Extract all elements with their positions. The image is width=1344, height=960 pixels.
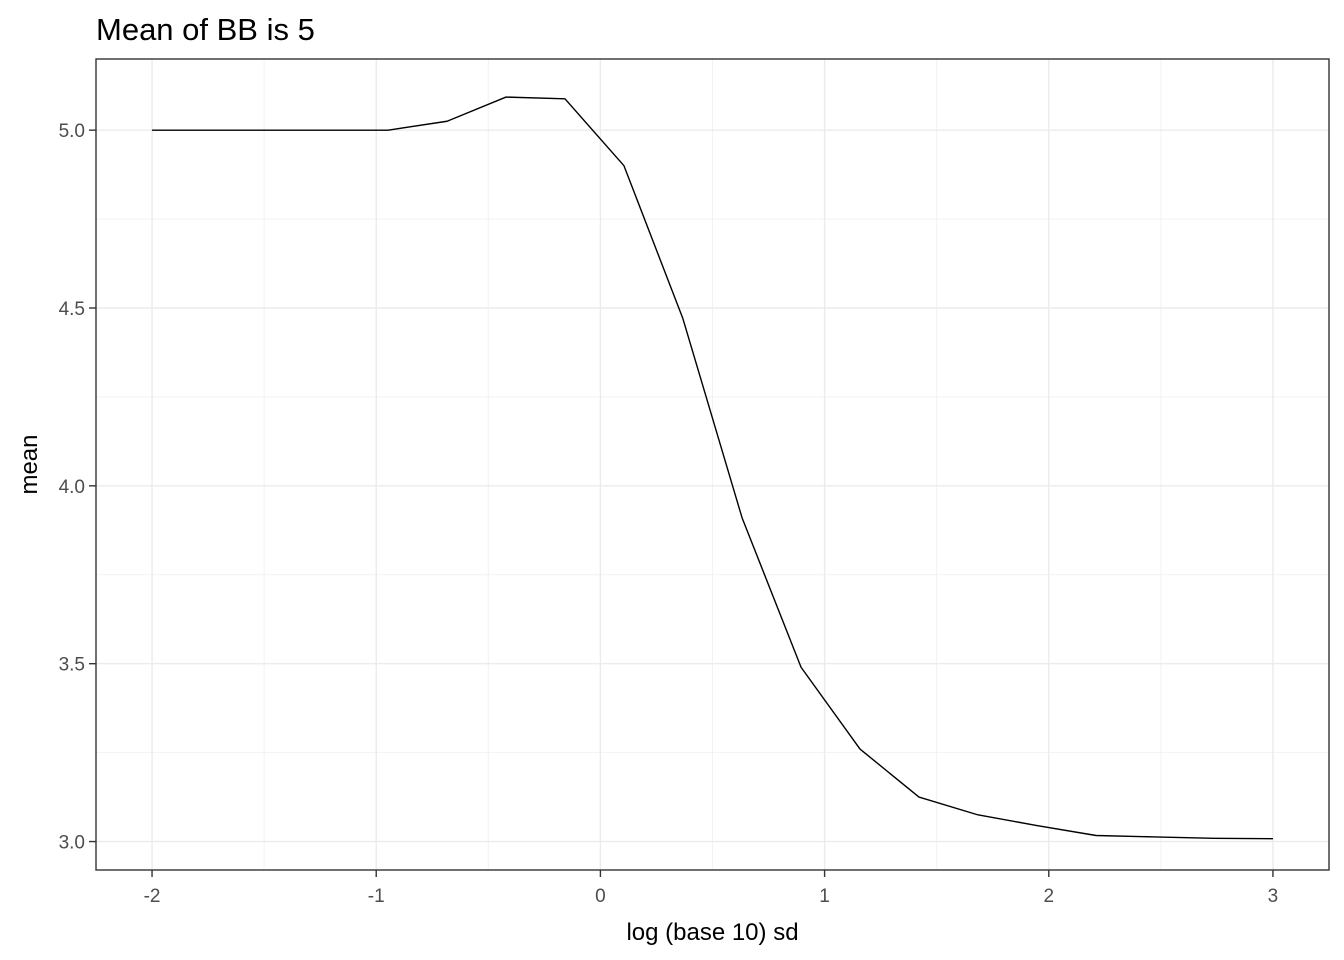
x-tick-label: 0 — [595, 886, 606, 907]
x-tick-label: 2 — [1043, 886, 1054, 907]
chart-title: Mean of BB is 5 — [96, 12, 315, 47]
y-axis-title: mean — [16, 434, 43, 494]
y-tick-label: 3.0 — [59, 833, 85, 854]
x-tick-label: -2 — [144, 886, 161, 907]
x-tick-label: 1 — [819, 886, 830, 907]
series-line-0 — [152, 96, 1273, 840]
y-tick-label: 4.0 — [59, 477, 85, 498]
x-tick-label: -1 — [368, 886, 385, 907]
x-tick-label: 3 — [1268, 886, 1279, 907]
y-axis: 3.0 3.5 4.0 4.5 5.0 — [59, 121, 96, 854]
y-tick-label: 5.0 — [59, 121, 85, 142]
grid — [96, 59, 1329, 870]
y-tick-label: 3.5 — [59, 655, 85, 676]
y-tick-label: 4.5 — [59, 299, 85, 320]
x-axis: -2 -1 0 1 2 3 — [144, 870, 1279, 907]
panel-border — [95, 58, 1330, 871]
line-layer — [152, 96, 1273, 840]
x-axis-title: log (base 10) sd — [626, 919, 798, 946]
